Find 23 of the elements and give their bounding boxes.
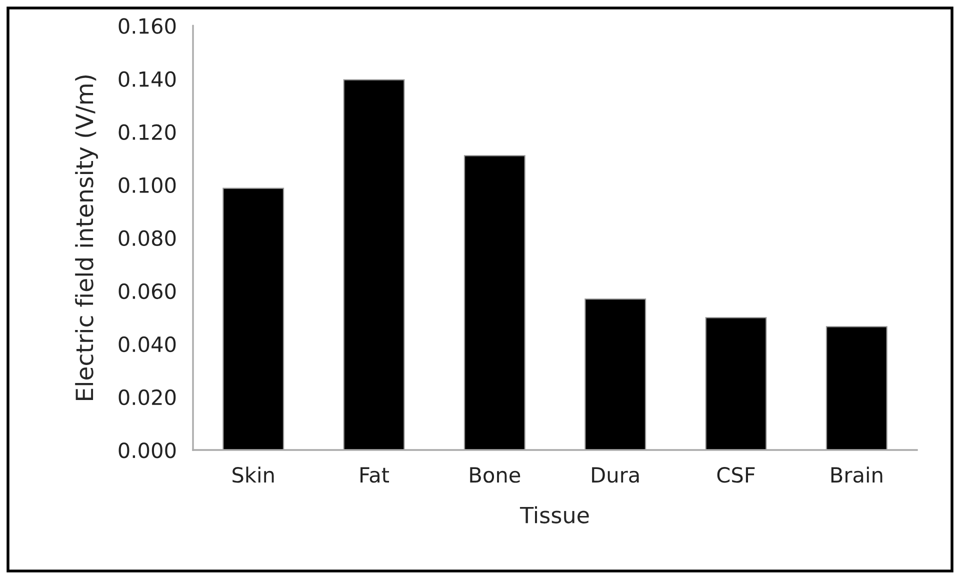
y-tick-label: 0.140: [118, 71, 176, 87]
x-tick-label: Dura: [592, 467, 639, 483]
y-tick-label: 0.100: [118, 177, 176, 194]
y-tick-label: 0.060: [118, 283, 176, 300]
y-tick-label: 0.120: [118, 124, 176, 140]
bar: [343, 79, 405, 450]
y-tick-label: 0.080: [118, 230, 176, 246]
x-tick-label: Skin: [232, 466, 274, 483]
bar: [222, 188, 284, 450]
y-tick-label: 0.160: [118, 18, 176, 34]
bar: [826, 326, 888, 450]
y-tick-label: 0.000: [118, 442, 176, 458]
bar: [464, 155, 526, 450]
bar: [705, 317, 767, 450]
y-tick-label: 0.020: [118, 389, 176, 406]
x-tick-label: CSF: [717, 467, 755, 483]
x-tick-label: Fat: [360, 467, 390, 483]
x-tick-label: Bone: [470, 467, 520, 483]
x-axis-title: Tissue: [520, 506, 589, 524]
x-tick-label: Brain: [831, 466, 882, 483]
y-tick-label: 0.040: [118, 336, 176, 352]
bar: [584, 298, 646, 450]
y-axis-title: Electric field intensity (V/m): [75, 75, 98, 400]
